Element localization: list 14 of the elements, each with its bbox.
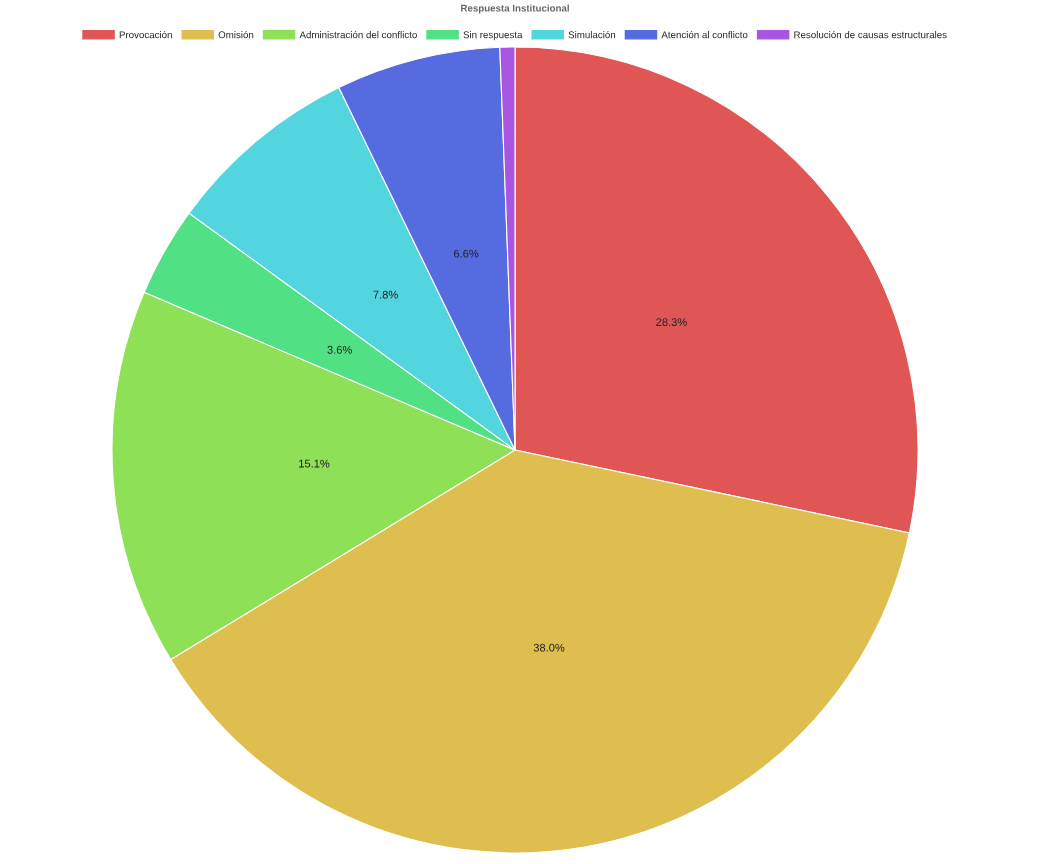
legend-label: Simulación	[568, 30, 616, 39]
data-label: 3.6%	[327, 345, 352, 354]
legend-label: Administración del conflicto	[299, 30, 417, 39]
legend-label: Atención al conflicto	[661, 30, 748, 39]
data-label: 28.3%	[656, 318, 687, 327]
data-label: 6.6%	[454, 249, 479, 258]
legend-label: Omisión	[218, 30, 254, 39]
data-label: 38.0%	[533, 643, 565, 652]
data-label: 7.8%	[373, 290, 398, 299]
chart-title: Respuesta Institucional	[461, 4, 569, 14]
legend-label: Sin respuesta	[463, 31, 523, 41]
data-label: 15.1%	[299, 459, 330, 468]
legend-label: Provocación	[119, 30, 172, 39]
legend-label: Resolución de causas estructurales	[794, 30, 947, 39]
